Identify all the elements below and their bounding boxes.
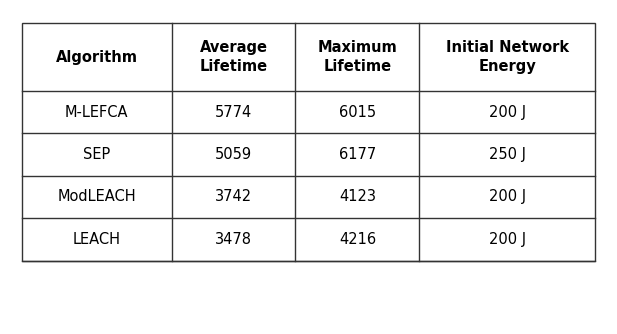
Text: SEP: SEP bbox=[83, 147, 110, 162]
Text: 4123: 4123 bbox=[339, 189, 376, 204]
Text: Average
Lifetime: Average Lifetime bbox=[199, 40, 268, 74]
Text: 200 J: 200 J bbox=[489, 105, 526, 120]
Text: 3742: 3742 bbox=[215, 189, 252, 204]
Text: 6177: 6177 bbox=[339, 147, 376, 162]
Text: M-LEFCA: M-LEFCA bbox=[65, 105, 128, 120]
Text: Maximum
Lifetime: Maximum Lifetime bbox=[318, 40, 397, 74]
Bar bbox=[22, 23, 595, 261]
Text: Algorithm: Algorithm bbox=[56, 50, 138, 65]
Text: ModLEACH: ModLEACH bbox=[57, 189, 136, 204]
Text: 4216: 4216 bbox=[339, 232, 376, 247]
Text: Initial Network
Energy: Initial Network Energy bbox=[446, 40, 569, 74]
Text: 250 J: 250 J bbox=[489, 147, 526, 162]
Text: 3478: 3478 bbox=[215, 232, 252, 247]
Text: 200 J: 200 J bbox=[489, 189, 526, 204]
Text: 5774: 5774 bbox=[215, 105, 252, 120]
Text: 5059: 5059 bbox=[215, 147, 252, 162]
Text: 6015: 6015 bbox=[339, 105, 376, 120]
Text: 200 J: 200 J bbox=[489, 232, 526, 247]
Text: LEACH: LEACH bbox=[73, 232, 120, 247]
